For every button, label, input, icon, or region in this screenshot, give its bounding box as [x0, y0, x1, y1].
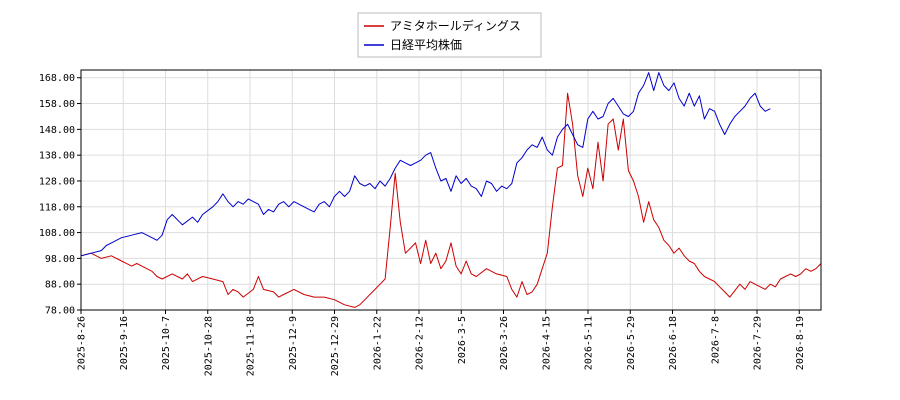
legend-box	[357, 12, 542, 58]
x-tick-label: 2025-8-26	[77, 316, 88, 370]
plot-lines	[80, 72, 822, 308]
x-tick-label: 2025-12-29	[330, 316, 341, 376]
grid	[80, 70, 821, 311]
y-tick-label: 168.00	[39, 73, 75, 84]
x-tick-label: 2025-9-16	[119, 316, 130, 370]
legend-label-nikkei: 日経平均株価	[390, 37, 462, 52]
x-tick-label: 2025-10-28	[203, 316, 214, 376]
x-tick-label: 2026-5-29	[626, 316, 637, 370]
x-tick-label: 2026-3-26	[499, 316, 510, 370]
legend: アミタホールディングス 日経平均株価	[357, 12, 542, 58]
y-tick-label: 88.00	[45, 280, 75, 291]
x-tick-label: 2026-8-19	[795, 316, 806, 370]
x-tick-label: 2025-12-9	[288, 316, 299, 370]
y-axis: 78.00 88.00 98.00 108.00 118.00 128.00 138.00 1…	[39, 73, 81, 317]
legend-label-amita: アミタホールディングス	[390, 18, 521, 33]
x-axis: 2025-8-26 2025-9-16 2025-10-7 2025-10-28 202…	[77, 310, 806, 376]
series-line-amita	[80, 92, 822, 308]
x-tick-label: 2026-7-29	[753, 316, 764, 370]
x-tick-label: 2026-3-5	[457, 316, 468, 364]
x-tick-label: 2025-11-18	[246, 316, 257, 376]
y-tick-label: 128.00	[39, 176, 75, 187]
y-tick-label: 78.00	[45, 306, 75, 317]
series-line-nikkei	[80, 72, 771, 257]
x-tick-label: 2026-5-11	[584, 316, 595, 370]
x-tick-label: 2025-10-7	[161, 316, 172, 370]
x-tick-label: 2026-6-18	[668, 316, 679, 370]
y-tick-label: 138.00	[39, 151, 75, 162]
x-tick-label: 2026-4-15	[541, 316, 552, 370]
y-tick-label: 108.00	[39, 228, 75, 239]
y-tick-label: 158.00	[39, 99, 75, 110]
x-tick-label: 2026-7-8	[710, 316, 721, 364]
plot-frame	[80, 69, 822, 311]
y-tick-label: 148.00	[39, 125, 75, 136]
x-tick-label: 2026-1-22	[372, 316, 383, 370]
y-tick-label: 98.00	[45, 254, 75, 265]
y-tick-label: 118.00	[39, 202, 75, 213]
x-tick-label: 2026-2-12	[415, 316, 426, 370]
